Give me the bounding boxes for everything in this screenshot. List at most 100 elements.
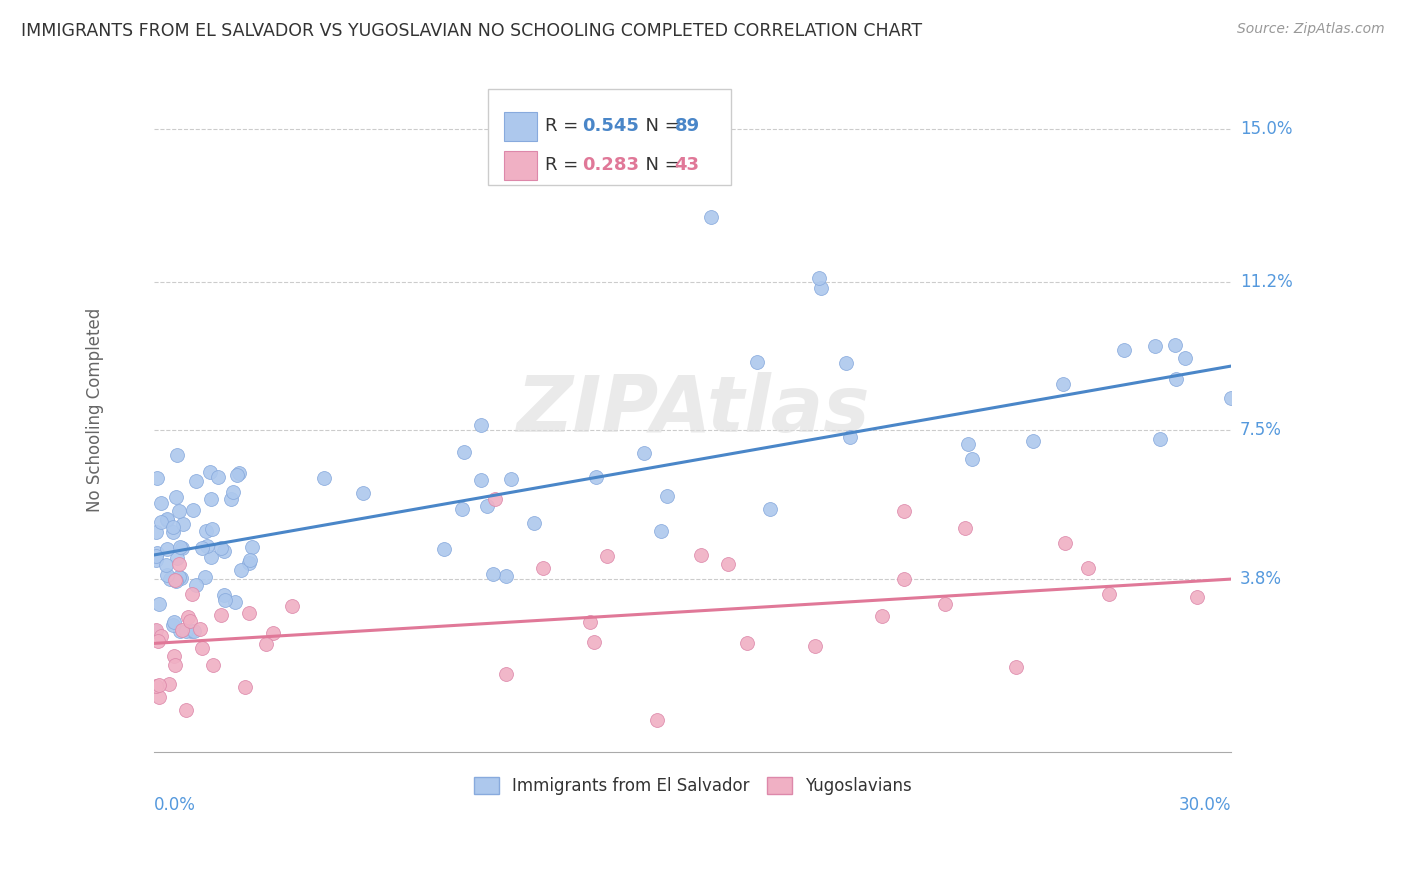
Point (650, 524, 672, 539)
Point (156, 512, 179, 526)
Point (148, 678, 170, 692)
Point (1052, 376, 1074, 391)
Text: 3.8%: 3.8% (1240, 570, 1282, 588)
Point (191, 641, 214, 656)
Point (1174, 351, 1197, 366)
Point (183, 624, 205, 639)
Point (934, 597, 956, 611)
Point (453, 445, 475, 459)
Point (433, 542, 456, 557)
Text: Source: ZipAtlas.com: Source: ZipAtlas.com (1237, 22, 1385, 37)
Point (495, 667, 517, 681)
Point (579, 615, 602, 629)
Point (148, 690, 170, 704)
Point (1005, 660, 1028, 674)
Point (162, 524, 184, 539)
Point (195, 539, 218, 553)
Point (222, 485, 245, 500)
Point (174, 703, 197, 717)
Point (352, 485, 374, 500)
Text: IMMIGRANTS FROM EL SALVADOR VS YUGOSLAVIAN NO SCHOOLING COMPLETED CORRELATION CH: IMMIGRANTS FROM EL SALVADOR VS YUGOSLAVI… (21, 22, 922, 40)
Point (177, 610, 200, 624)
Point (159, 572, 181, 586)
Point (150, 515, 173, 529)
Point (212, 588, 235, 602)
Point (583, 635, 606, 649)
Point (156, 542, 179, 557)
Point (163, 615, 186, 629)
Point (166, 448, 188, 462)
Text: 0.0%: 0.0% (155, 797, 195, 814)
Text: 43: 43 (675, 156, 700, 174)
Point (195, 524, 218, 538)
Point (145, 524, 167, 539)
FancyBboxPatch shape (505, 112, 537, 141)
Point (191, 541, 214, 556)
Point (1077, 561, 1099, 575)
Point (1022, 434, 1045, 448)
Point (657, 490, 679, 504)
Text: R =: R = (546, 156, 585, 174)
Point (145, 623, 167, 637)
FancyBboxPatch shape (505, 151, 537, 179)
FancyBboxPatch shape (488, 89, 731, 185)
Point (180, 624, 202, 639)
Point (470, 417, 492, 432)
Point (219, 491, 242, 506)
Point (481, 566, 503, 581)
Point (224, 595, 246, 609)
Point (202, 658, 225, 673)
Point (146, 634, 169, 648)
Point (156, 568, 179, 582)
Point (174, 624, 197, 639)
Point (240, 541, 263, 555)
Text: 0.283: 0.283 (582, 156, 638, 174)
Point (280, 599, 302, 613)
Point (835, 356, 858, 370)
Point (169, 570, 191, 584)
Point (148, 597, 170, 611)
Point (499, 472, 522, 486)
Point (238, 556, 260, 570)
Point (262, 626, 284, 640)
Point (893, 504, 915, 518)
Point (450, 501, 472, 516)
Text: 7.5%: 7.5% (1240, 421, 1282, 440)
Point (645, 713, 668, 727)
Point (254, 637, 277, 651)
Point (181, 587, 204, 601)
Point (1144, 339, 1167, 353)
Point (198, 466, 221, 480)
Point (484, 491, 506, 506)
Text: N =: N = (634, 117, 685, 136)
Legend: Immigrants from El Salvador, Yugoslavians: Immigrants from El Salvador, Yugoslavian… (467, 770, 918, 802)
Point (170, 571, 193, 585)
Point (470, 473, 492, 487)
Point (239, 553, 262, 567)
Point (169, 624, 191, 639)
Point (735, 636, 758, 650)
Text: 30.0%: 30.0% (1180, 797, 1232, 814)
Point (1098, 586, 1121, 600)
Point (212, 544, 235, 558)
Point (238, 607, 260, 621)
Point (188, 622, 211, 636)
Point (633, 446, 655, 460)
Text: R =: R = (546, 117, 585, 136)
Point (146, 546, 169, 560)
Point (804, 639, 827, 653)
Point (229, 563, 252, 577)
Point (184, 474, 207, 488)
Point (810, 281, 832, 295)
Point (1112, 343, 1135, 357)
Point (839, 429, 862, 443)
Text: 0.545: 0.545 (582, 117, 638, 136)
Point (531, 561, 554, 575)
Text: ZIPAtlas: ZIPAtlas (516, 372, 870, 448)
Point (167, 504, 190, 518)
Point (1053, 535, 1076, 549)
Point (165, 491, 187, 505)
Point (745, 354, 768, 368)
Point (596, 549, 619, 563)
Point (235, 680, 257, 694)
